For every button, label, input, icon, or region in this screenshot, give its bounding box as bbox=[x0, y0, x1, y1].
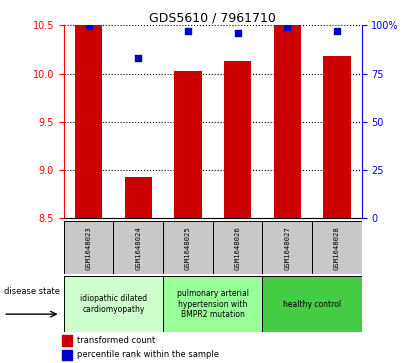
FancyBboxPatch shape bbox=[64, 221, 113, 274]
Text: GSM1648025: GSM1648025 bbox=[185, 226, 191, 270]
FancyBboxPatch shape bbox=[262, 221, 312, 274]
FancyBboxPatch shape bbox=[262, 276, 362, 332]
FancyBboxPatch shape bbox=[113, 221, 163, 274]
Bar bbox=[274, 25, 301, 218]
FancyBboxPatch shape bbox=[312, 221, 362, 274]
FancyBboxPatch shape bbox=[213, 221, 262, 274]
Text: percentile rank within the sample: percentile rank within the sample bbox=[77, 350, 219, 359]
Text: GSM1648027: GSM1648027 bbox=[284, 226, 290, 270]
Bar bbox=[174, 71, 201, 218]
Text: GSM1648024: GSM1648024 bbox=[135, 226, 141, 270]
Point bbox=[334, 28, 340, 34]
Text: idiopathic dilated
cardiomyopathy: idiopathic dilated cardiomyopathy bbox=[80, 294, 147, 314]
Point bbox=[85, 24, 92, 29]
Bar bbox=[224, 61, 251, 218]
Bar bbox=[62, 350, 72, 360]
Point bbox=[234, 30, 241, 36]
Bar bbox=[62, 335, 72, 346]
Point bbox=[135, 55, 141, 61]
Text: GSM1648026: GSM1648026 bbox=[235, 226, 240, 270]
Title: GDS5610 / 7961710: GDS5610 / 7961710 bbox=[149, 11, 276, 24]
Point bbox=[284, 24, 291, 30]
FancyBboxPatch shape bbox=[163, 276, 262, 332]
FancyBboxPatch shape bbox=[163, 221, 213, 274]
Point bbox=[185, 28, 191, 34]
Bar bbox=[75, 25, 102, 218]
Text: pulmonary arterial
hypertension with
BMPR2 mutation: pulmonary arterial hypertension with BMP… bbox=[177, 289, 249, 319]
Text: disease state: disease state bbox=[4, 287, 60, 296]
Bar bbox=[125, 178, 152, 218]
Text: transformed count: transformed count bbox=[77, 336, 155, 345]
Text: healthy control: healthy control bbox=[283, 299, 341, 309]
Text: GSM1648023: GSM1648023 bbox=[85, 226, 92, 270]
FancyBboxPatch shape bbox=[64, 276, 163, 332]
Bar bbox=[323, 56, 351, 218]
Text: GSM1648028: GSM1648028 bbox=[334, 226, 340, 270]
